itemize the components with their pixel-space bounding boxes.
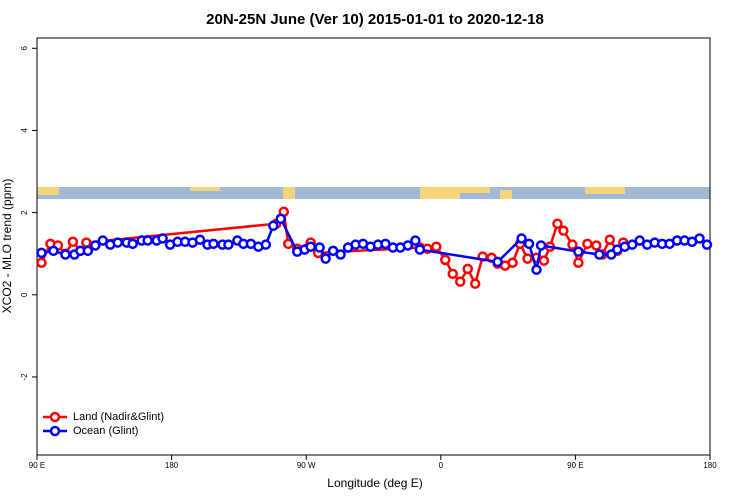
data-point [567, 239, 578, 250]
data-point [223, 239, 234, 250]
data-point [36, 247, 47, 259]
y-tick-label: 2 [20, 210, 29, 215]
y-tick-label: -2 [20, 373, 29, 381]
x-tick-label: 90 W [297, 461, 316, 470]
data-point [604, 234, 616, 245]
legend-marker [49, 425, 61, 437]
legend-marker [49, 411, 61, 423]
x-tick-label: 90 E [567, 461, 583, 470]
data-point [523, 238, 535, 250]
legend-label: Land (Nadir&Glint) [73, 411, 164, 423]
data-point [112, 237, 124, 248]
data-point [127, 238, 138, 250]
data-point [82, 245, 94, 257]
map-strip [37, 187, 710, 199]
x-tick-label: 0 [439, 461, 444, 470]
legend-label: Ocean (Glint) [73, 425, 138, 437]
x-tick-label: 180 [703, 461, 717, 470]
data-point [701, 239, 713, 250]
y-tick-label: 0 [20, 292, 29, 297]
data-point [260, 239, 272, 250]
data-point [531, 264, 542, 275]
data-point [535, 240, 547, 251]
data-point [626, 239, 638, 250]
chart-title: 20N-25N June (Ver 10) 2015-01-01 to 2020… [206, 11, 544, 28]
legend: Land (Nadir&Glint) Ocean (Glint) [43, 411, 164, 437]
data-point [314, 242, 325, 253]
data-point [194, 234, 206, 245]
y-tick-label: 4 [20, 128, 29, 133]
data-point [469, 278, 481, 289]
data-point [67, 236, 79, 248]
data-point [305, 241, 316, 252]
y-tick-label: 6 [20, 45, 29, 50]
data-point [431, 241, 442, 252]
data-point [594, 249, 605, 260]
data-point [516, 233, 527, 244]
data-point [507, 257, 518, 268]
data-point [275, 213, 287, 225]
data-point [320, 253, 331, 264]
data-point [414, 244, 426, 255]
data-point [522, 253, 533, 264]
data-point [90, 240, 101, 251]
data-point [157, 233, 168, 244]
x-tick-label: 90 E [29, 461, 45, 470]
x-axis-label: Longitude (deg E) [327, 476, 422, 490]
data-point [462, 263, 473, 275]
data-point [591, 240, 602, 251]
data-point [582, 238, 593, 250]
data-point [36, 257, 47, 268]
data-point [492, 256, 503, 268]
data-point [402, 240, 414, 251]
data-point [538, 255, 550, 266]
data-point [81, 237, 92, 248]
data-point [48, 245, 59, 257]
data-point [552, 218, 563, 229]
data-point [454, 276, 466, 287]
data-point [60, 249, 71, 260]
data-point [97, 235, 109, 246]
y-axis-label: XCO2 - MLO trend (ppm) [0, 179, 14, 314]
data-point [573, 257, 584, 268]
data-point [573, 246, 584, 257]
data-point [634, 235, 645, 246]
data-point [142, 235, 153, 246]
data-point [335, 249, 346, 260]
data-point [447, 268, 459, 280]
data-point [208, 238, 219, 250]
data-point [440, 254, 451, 266]
data-point [410, 235, 421, 246]
data-point [558, 225, 569, 236]
x-tick-label: 180 [165, 461, 179, 470]
data-point [694, 233, 705, 244]
data-point [268, 220, 279, 232]
